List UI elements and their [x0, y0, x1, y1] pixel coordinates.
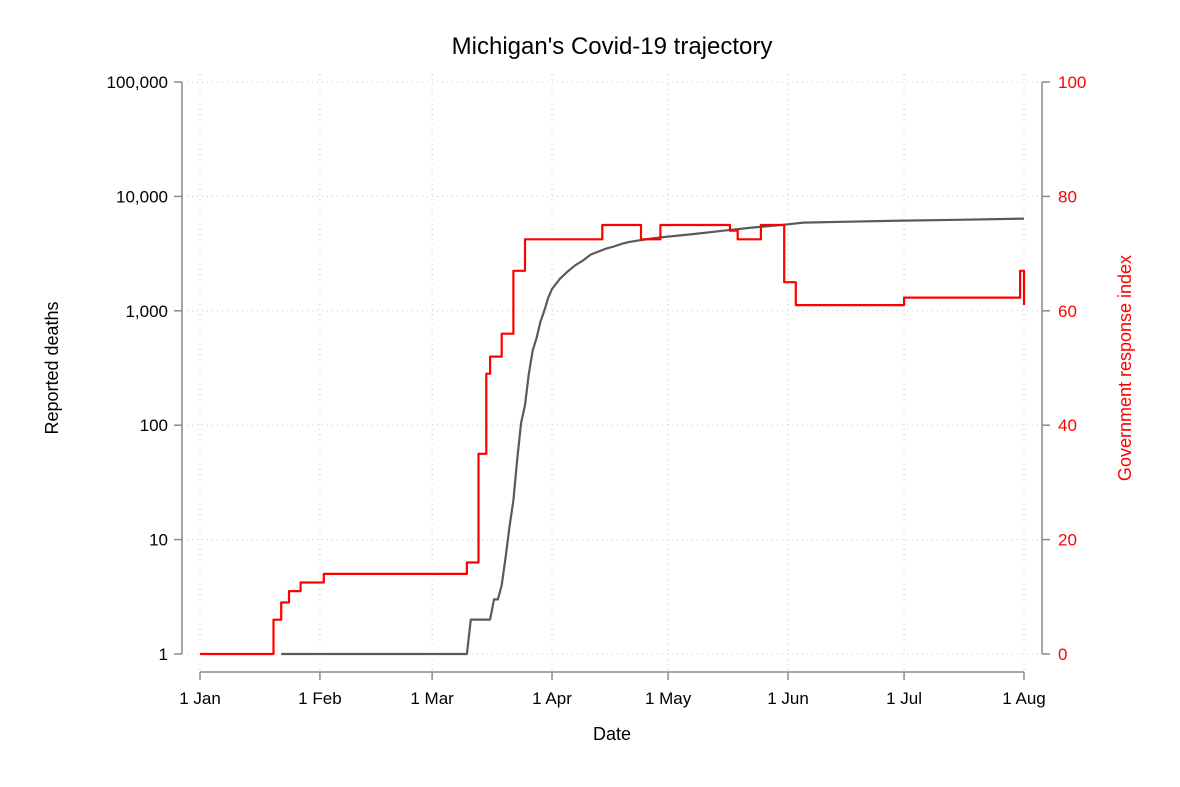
series-line-reported-deaths — [281, 217, 1025, 656]
x-tick-label: 1 Jun — [767, 689, 809, 708]
axes: 1 10 100 1,000 10,000 100,000 0 20 40 60 80 100 1 Ja… — [107, 73, 1087, 708]
series-line-government-response-index — [200, 223, 1026, 656]
gridlines — [182, 74, 1042, 672]
y-left-tick-label: 100 — [140, 416, 168, 435]
y-left-tick-label: 10,000 — [116, 187, 168, 206]
y-right-tick-label: 60 — [1058, 302, 1077, 321]
x-tick-label: 1 Jul — [886, 689, 922, 708]
y-left-tick-label: 100,000 — [107, 73, 168, 92]
y-left-tick-label: 10 — [149, 531, 168, 550]
y-left-tick-label: 1,000 — [125, 302, 168, 321]
series-layer — [200, 217, 1026, 656]
x-tick-label: 1 Feb — [298, 689, 341, 708]
y-right-tick-label: 40 — [1058, 416, 1077, 435]
x-tick-label: 1 May — [645, 689, 692, 708]
y-right-tick-label: 80 — [1058, 187, 1077, 206]
x-tick-label: 1 Aug — [1002, 689, 1046, 708]
y-axis-right-title: Government response index — [1115, 255, 1135, 481]
y-right-tick-label: 100 — [1058, 73, 1086, 92]
x-tick-label: 1 Apr — [532, 689, 572, 708]
y-left-tick-label: 1 — [159, 645, 168, 664]
x-tick-label: 1 Mar — [410, 689, 454, 708]
y-right-tick-label: 20 — [1058, 531, 1077, 550]
chart-title: Michigan's Covid-19 trajectory — [452, 33, 773, 60]
y-right-tick-label: 0 — [1058, 645, 1067, 664]
y-axis-left-title: Reported deaths — [42, 301, 62, 434]
x-axis-title: Date — [593, 724, 631, 744]
x-tick-label: 1 Jan — [179, 689, 221, 708]
